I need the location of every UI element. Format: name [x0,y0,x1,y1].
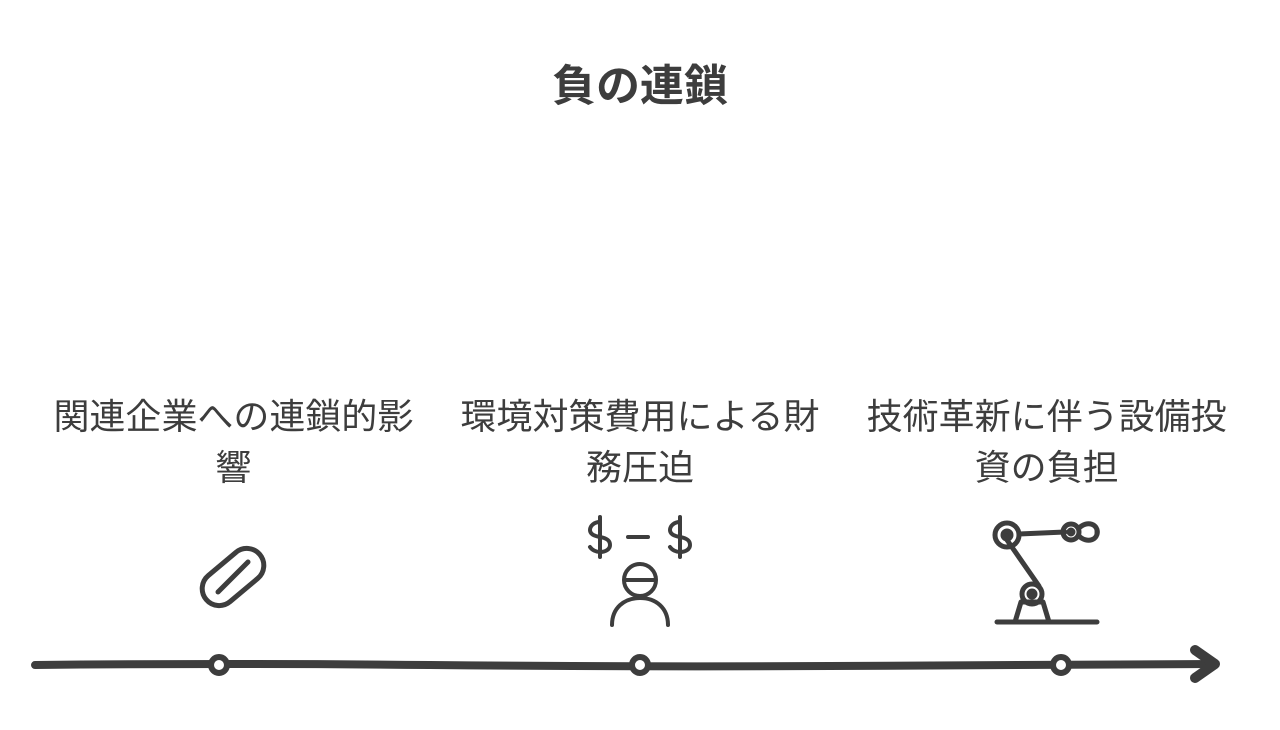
timeline: 関連企業への連鎖的影響 環境対策費用による財務圧迫 [30,389,1250,690]
money-person-icon [570,510,710,630]
timeline-axis [30,640,1250,690]
timeline-item-label: 環境対策費用による財務圧迫 [457,389,824,490]
timeline-item-1: 環境対策費用による財務圧迫 [437,389,844,630]
timeline-item-2: 技術革新に伴う設備投資の負担 [843,389,1250,630]
timeline-item-label: 技術革新に伴う設備投資の負担 [863,389,1230,490]
chain-link-icon [168,510,298,630]
diagram-title: 負の連鎖 [0,50,1280,114]
timeline-item-0: 関連企業への連鎖的影響 [30,389,437,630]
timeline-items: 関連企業への連鎖的影響 環境対策費用による財務圧迫 [30,389,1250,630]
robot-arm-icon [977,510,1117,630]
timeline-item-label: 関連企業への連鎖的影響 [50,389,417,490]
